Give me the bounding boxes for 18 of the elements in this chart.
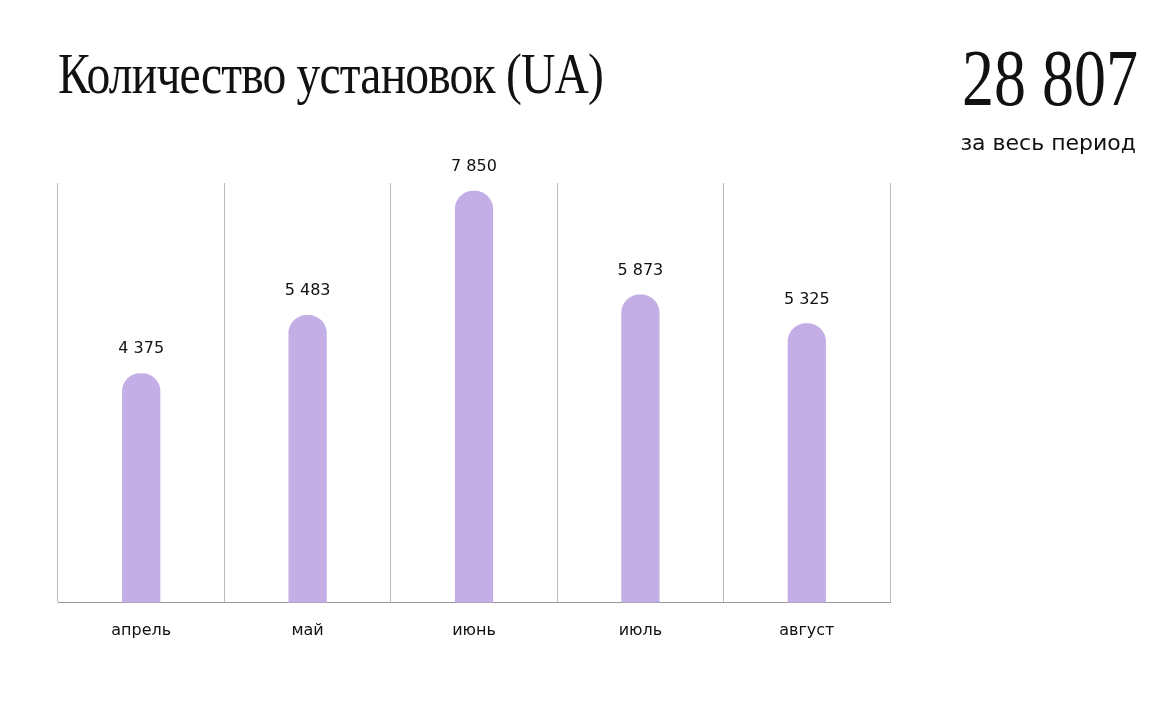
x-tick-label: июль	[618, 619, 663, 639]
bar	[122, 373, 161, 603]
bar	[787, 323, 826, 603]
data-label: 5 325	[783, 288, 830, 308]
x-tick-label: август	[779, 619, 835, 639]
bar	[621, 294, 660, 603]
x-tick-label: май	[291, 619, 324, 639]
bar	[288, 315, 327, 603]
data-label: 5 483	[284, 280, 331, 300]
data-label: 4 375	[118, 338, 165, 358]
chart-title: Количество установок (UA)	[58, 40, 603, 107]
x-tick-label: апрель	[111, 619, 172, 639]
text: 28 807	[962, 34, 1138, 122]
data-label: 5 873	[617, 259, 664, 279]
x-tick-label: июнь	[452, 619, 496, 639]
data-label: 7 850	[451, 156, 497, 176]
text: за весь период	[960, 130, 1136, 155]
bar	[454, 190, 494, 603]
